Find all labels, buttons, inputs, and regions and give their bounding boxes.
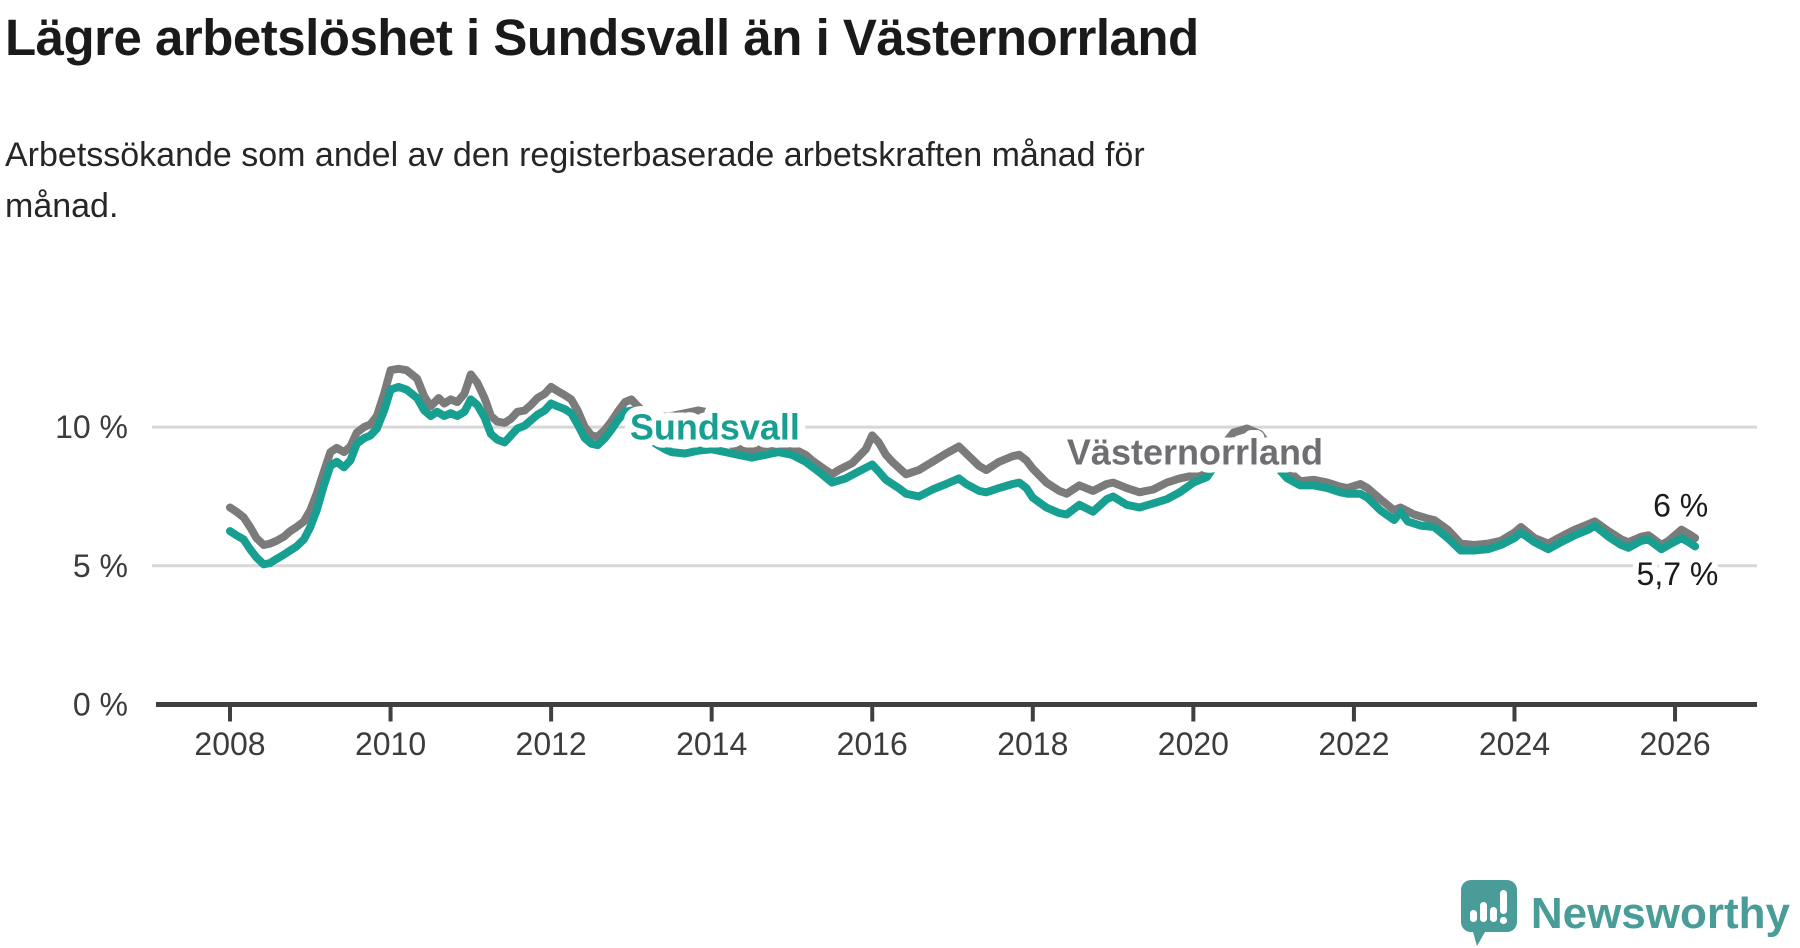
y-axis-label-10pct: 10 %	[55, 409, 128, 445]
x-axis-label-2020: 2020	[1158, 726, 1229, 762]
y-axis-label-5pct: 5 %	[73, 548, 128, 584]
end-value-label-6: 6 %	[1653, 488, 1708, 524]
x-axis-label-2024: 2024	[1479, 726, 1550, 762]
series-label-sundsvall: Sundsvall	[630, 406, 800, 447]
newsworthy-logo: Newsworthy	[1460, 880, 1790, 948]
y-axis-label-0pct: 0 %	[73, 687, 128, 723]
x-axis-label-2010: 2010	[355, 726, 426, 762]
newsworthy-speech-bubble-icon	[1460, 880, 1517, 946]
vsternorrland-line	[226, 364, 1700, 549]
x-axis-label-2012: 2012	[516, 726, 587, 762]
sundsvall-line	[226, 382, 1700, 569]
chart-title: Lägre arbetslöshet i Sundsvall än i Väst…	[5, 9, 1199, 66]
x-axis-label-2014: 2014	[676, 726, 747, 762]
x-axis-label-2016: 2016	[837, 726, 908, 762]
x-axis-label-2022: 2022	[1318, 726, 1389, 762]
chart-subtitle-line1: Arbetssökande som andel av den registerb…	[5, 136, 1145, 174]
series-label-vsternorrland: Västernorrland	[1067, 432, 1323, 473]
newsworthy-wordmark: Newsworthy	[1530, 889, 1790, 938]
chart-subtitle-line2: månad.	[5, 187, 119, 225]
chart-subtitle: Arbetssökande som andel av den registerb…	[5, 130, 1145, 232]
x-axis-label-2026: 2026	[1639, 726, 1710, 762]
x-axis-label-2018: 2018	[997, 726, 1068, 762]
x-axis-label-2008: 2008	[194, 726, 265, 762]
end-value-label-5,7: 5,7 %	[1637, 556, 1719, 592]
